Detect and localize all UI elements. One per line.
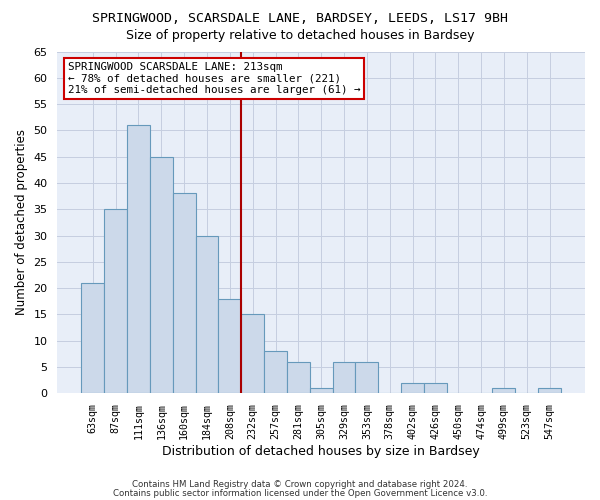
Bar [493,388,515,393]
Bar [287,362,310,393]
Y-axis label: Number of detached properties: Number of detached properties [15,130,28,316]
Text: Contains HM Land Registry data © Crown copyright and database right 2024.: Contains HM Land Registry data © Crown c… [132,480,468,489]
Bar [355,362,379,393]
Bar [82,283,104,393]
Bar [173,194,196,393]
Bar [196,236,218,393]
Bar [424,382,447,393]
Bar [127,125,150,393]
Text: SPRINGWOOD, SCARSDALE LANE, BARDSEY, LEEDS, LS17 9BH: SPRINGWOOD, SCARSDALE LANE, BARDSEY, LEE… [92,12,508,26]
Text: SPRINGWOOD SCARSDALE LANE: 213sqm
← 78% of detached houses are smaller (221)
21%: SPRINGWOOD SCARSDALE LANE: 213sqm ← 78% … [68,62,361,95]
X-axis label: Distribution of detached houses by size in Bardsey: Distribution of detached houses by size … [163,444,480,458]
Bar [538,388,561,393]
Bar [104,209,127,393]
Bar [332,362,355,393]
Text: Size of property relative to detached houses in Bardsey: Size of property relative to detached ho… [126,29,474,42]
Bar [264,351,287,393]
Bar [310,388,332,393]
Text: Contains public sector information licensed under the Open Government Licence v3: Contains public sector information licen… [113,488,487,498]
Bar [241,314,264,393]
Bar [401,382,424,393]
Bar [150,156,173,393]
Bar [218,298,241,393]
